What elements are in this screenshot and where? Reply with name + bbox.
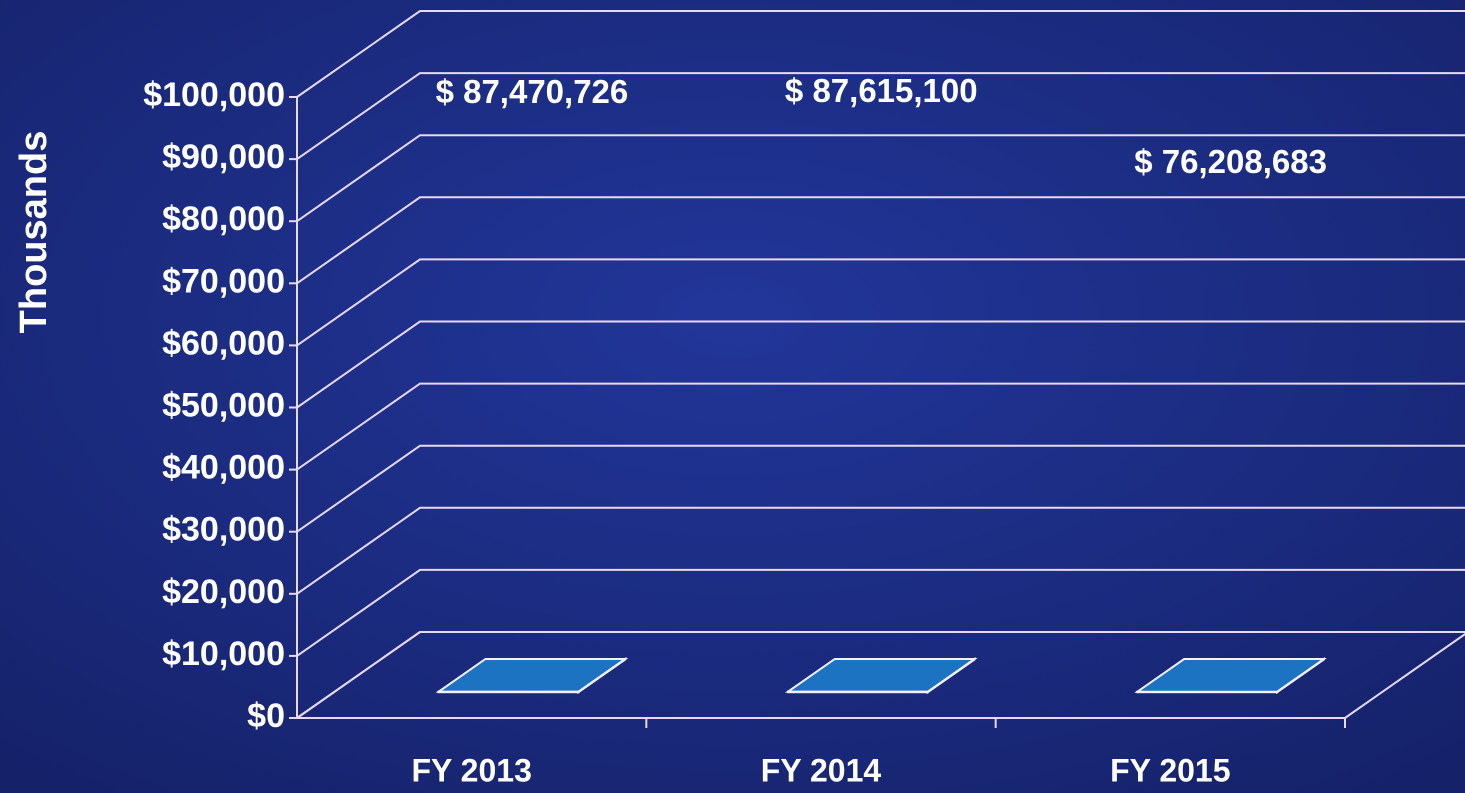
y-tick-label: $10,000 <box>162 635 285 673</box>
grid-line <box>296 134 1465 223</box>
x-tick-label: FY 2015 <box>1110 752 1230 788</box>
y-tick-label: $30,000 <box>162 511 285 549</box>
grid-line <box>296 631 1465 719</box>
bar-top <box>1134 658 1328 693</box>
x-tick-label: FY 2013 <box>411 752 531 788</box>
grid-line <box>296 444 1465 533</box>
y-tick-label: $60,000 <box>162 324 285 362</box>
y-tick-label: $20,000 <box>162 573 285 611</box>
grid-line <box>296 196 1465 285</box>
grid-line <box>296 10 1465 98</box>
grid-line <box>296 320 1465 409</box>
grid-line <box>296 568 1465 657</box>
y-tick-label: $70,000 <box>162 262 285 300</box>
grid-line <box>296 72 1465 160</box>
bar-top <box>435 657 629 693</box>
grid-line <box>296 382 1465 471</box>
y-tick-label: $40,000 <box>162 449 285 487</box>
y-tick-label: $0 <box>247 697 285 735</box>
total-label: $ 87,470,726 <box>436 73 629 110</box>
grid-line <box>296 258 1465 347</box>
x-tick-label: FY 2014 <box>761 752 882 788</box>
y-tick-label: $50,000 <box>162 386 285 424</box>
y-axis-label: Thousands <box>13 131 55 334</box>
total-label: $ 87,615,100 <box>785 72 978 109</box>
y-tick-label: $100,000 <box>143 76 285 114</box>
total-label: $ 76,208,683 <box>1134 143 1327 180</box>
y-tick-label: $90,000 <box>162 138 285 176</box>
grid-line <box>296 506 1465 595</box>
y-tick-label: $80,000 <box>162 200 285 238</box>
bar-top <box>784 657 978 693</box>
